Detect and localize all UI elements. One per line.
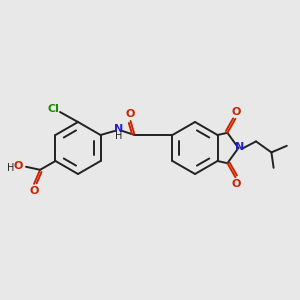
Text: O: O [29,186,39,196]
Text: H: H [115,131,122,141]
Text: O: O [14,161,23,171]
Text: Cl: Cl [47,104,59,114]
Text: N: N [114,124,123,134]
Text: H: H [8,163,15,173]
Text: O: O [232,107,241,117]
Text: O: O [126,109,135,119]
Text: O: O [232,179,241,189]
Text: N: N [235,142,244,152]
